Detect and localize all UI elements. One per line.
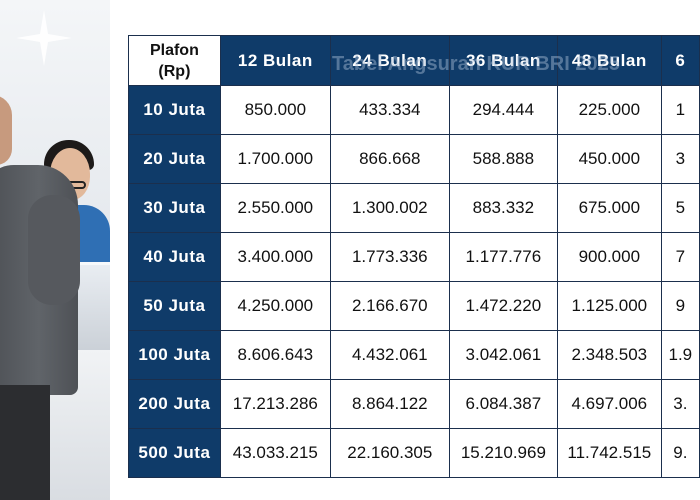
row-header: 100 Juta xyxy=(128,330,221,380)
table-cell: 1.773.336 xyxy=(329,232,450,282)
table-cell: 675.000 xyxy=(557,183,662,233)
star-logo-icon xyxy=(16,10,72,66)
table-cell: 1.472.220 xyxy=(448,281,559,331)
table-cell: 1.300.002 xyxy=(329,183,450,233)
table-cell: 1.700.000 xyxy=(219,134,331,184)
table-cell: 1.177.776 xyxy=(448,232,559,282)
table-row: 200 Juta 17.213.286 8.864.122 6.084.387 … xyxy=(128,379,700,429)
column-header-48: 48 Bulan xyxy=(557,35,662,86)
column-header-36: 36 Bulan xyxy=(448,35,559,86)
currency-label: (Rp) xyxy=(158,62,191,80)
row-header: 20 Juta xyxy=(128,134,221,184)
plafon-header: Plafon (Rp) xyxy=(128,35,221,86)
table-cell: 9. xyxy=(660,428,700,478)
table-cell: 850.000 xyxy=(219,85,331,135)
table-cell: 4.250.000 xyxy=(219,281,331,331)
table-cell: 22.160.305 xyxy=(329,428,450,478)
table-row: 10 Juta 850.000 433.334 294.444 225.000 … xyxy=(128,85,700,135)
row-header: 50 Juta xyxy=(128,281,221,331)
installment-table: Plafon (Rp) 12 Bulan 24 Bulan 36 Bulan 4… xyxy=(128,35,700,478)
table-cell: 1 xyxy=(660,85,700,135)
row-header: 40 Juta xyxy=(128,232,221,282)
row-header: 500 Juta xyxy=(128,428,221,478)
table-row: 40 Juta 3.400.000 1.773.336 1.177.776 90… xyxy=(128,232,700,282)
table-row: 20 Juta 1.700.000 866.668 588.888 450.00… xyxy=(128,134,700,184)
table-cell: 7 xyxy=(660,232,700,282)
column-header-60: 6 xyxy=(660,35,700,86)
row-header: 200 Juta xyxy=(128,379,221,429)
table-row: 100 Juta 8.606.643 4.432.061 3.042.061 2… xyxy=(128,330,700,380)
table-cell: 11.742.515 xyxy=(557,428,662,478)
row-header: 10 Juta xyxy=(128,85,221,135)
column-header-24: 24 Bulan xyxy=(329,35,450,86)
table-cell: 2.166.670 xyxy=(329,281,450,331)
plafon-label: Plafon xyxy=(149,41,199,59)
table-cell: 3.400.000 xyxy=(219,232,331,282)
table-cell: 1.125.000 xyxy=(557,281,662,331)
table-cell: 450.000 xyxy=(557,134,662,184)
table-cell: 294.444 xyxy=(448,85,559,135)
table-cell: 3 xyxy=(660,134,700,184)
table-cell: 2.348.503 xyxy=(557,330,662,380)
customer-head xyxy=(0,95,12,165)
table-cell: 2.550.000 xyxy=(219,183,331,233)
table-cell: 15.210.969 xyxy=(448,428,559,478)
column-header-12: 12 Bulan xyxy=(219,35,331,86)
table-cell: 8.864.122 xyxy=(329,379,450,429)
table-cell: 433.334 xyxy=(329,85,450,135)
table-cell: 588.888 xyxy=(448,134,559,184)
table-cell: 9 xyxy=(660,281,700,331)
table-cell: 866.668 xyxy=(329,134,450,184)
table-cell: 17.213.286 xyxy=(219,379,331,429)
bank-counter-photo xyxy=(0,0,110,500)
table-cell: 4.697.006 xyxy=(557,379,662,429)
table-cell: 900.000 xyxy=(557,232,662,282)
customer-pants xyxy=(0,385,50,500)
installment-table-wrapper: Plafon (Rp) 12 Bulan 24 Bulan 36 Bulan 4… xyxy=(128,35,700,478)
header-row: Plafon (Rp) 12 Bulan 24 Bulan 36 Bulan 4… xyxy=(128,35,700,86)
table-cell: 43.033.215 xyxy=(219,428,331,478)
table-cell: 8.606.643 xyxy=(219,330,331,380)
table-cell: 4.432.061 xyxy=(329,330,450,380)
table-cell: 1.9 xyxy=(660,330,700,380)
table-cell: 883.332 xyxy=(448,183,559,233)
table-cell: 5 xyxy=(660,183,700,233)
table-row: 50 Juta 4.250.000 2.166.670 1.472.220 1.… xyxy=(128,281,700,331)
row-header: 30 Juta xyxy=(128,183,221,233)
customer-arm xyxy=(28,195,80,305)
table-row: 500 Juta 43.033.215 22.160.305 15.210.96… xyxy=(128,428,700,478)
table-row: 30 Juta 2.550.000 1.300.002 883.332 675.… xyxy=(128,183,700,233)
table-cell: 6.084.387 xyxy=(448,379,559,429)
table-cell: 3. xyxy=(660,379,700,429)
table-cell: 225.000 xyxy=(557,85,662,135)
table-cell: 3.042.061 xyxy=(448,330,559,380)
